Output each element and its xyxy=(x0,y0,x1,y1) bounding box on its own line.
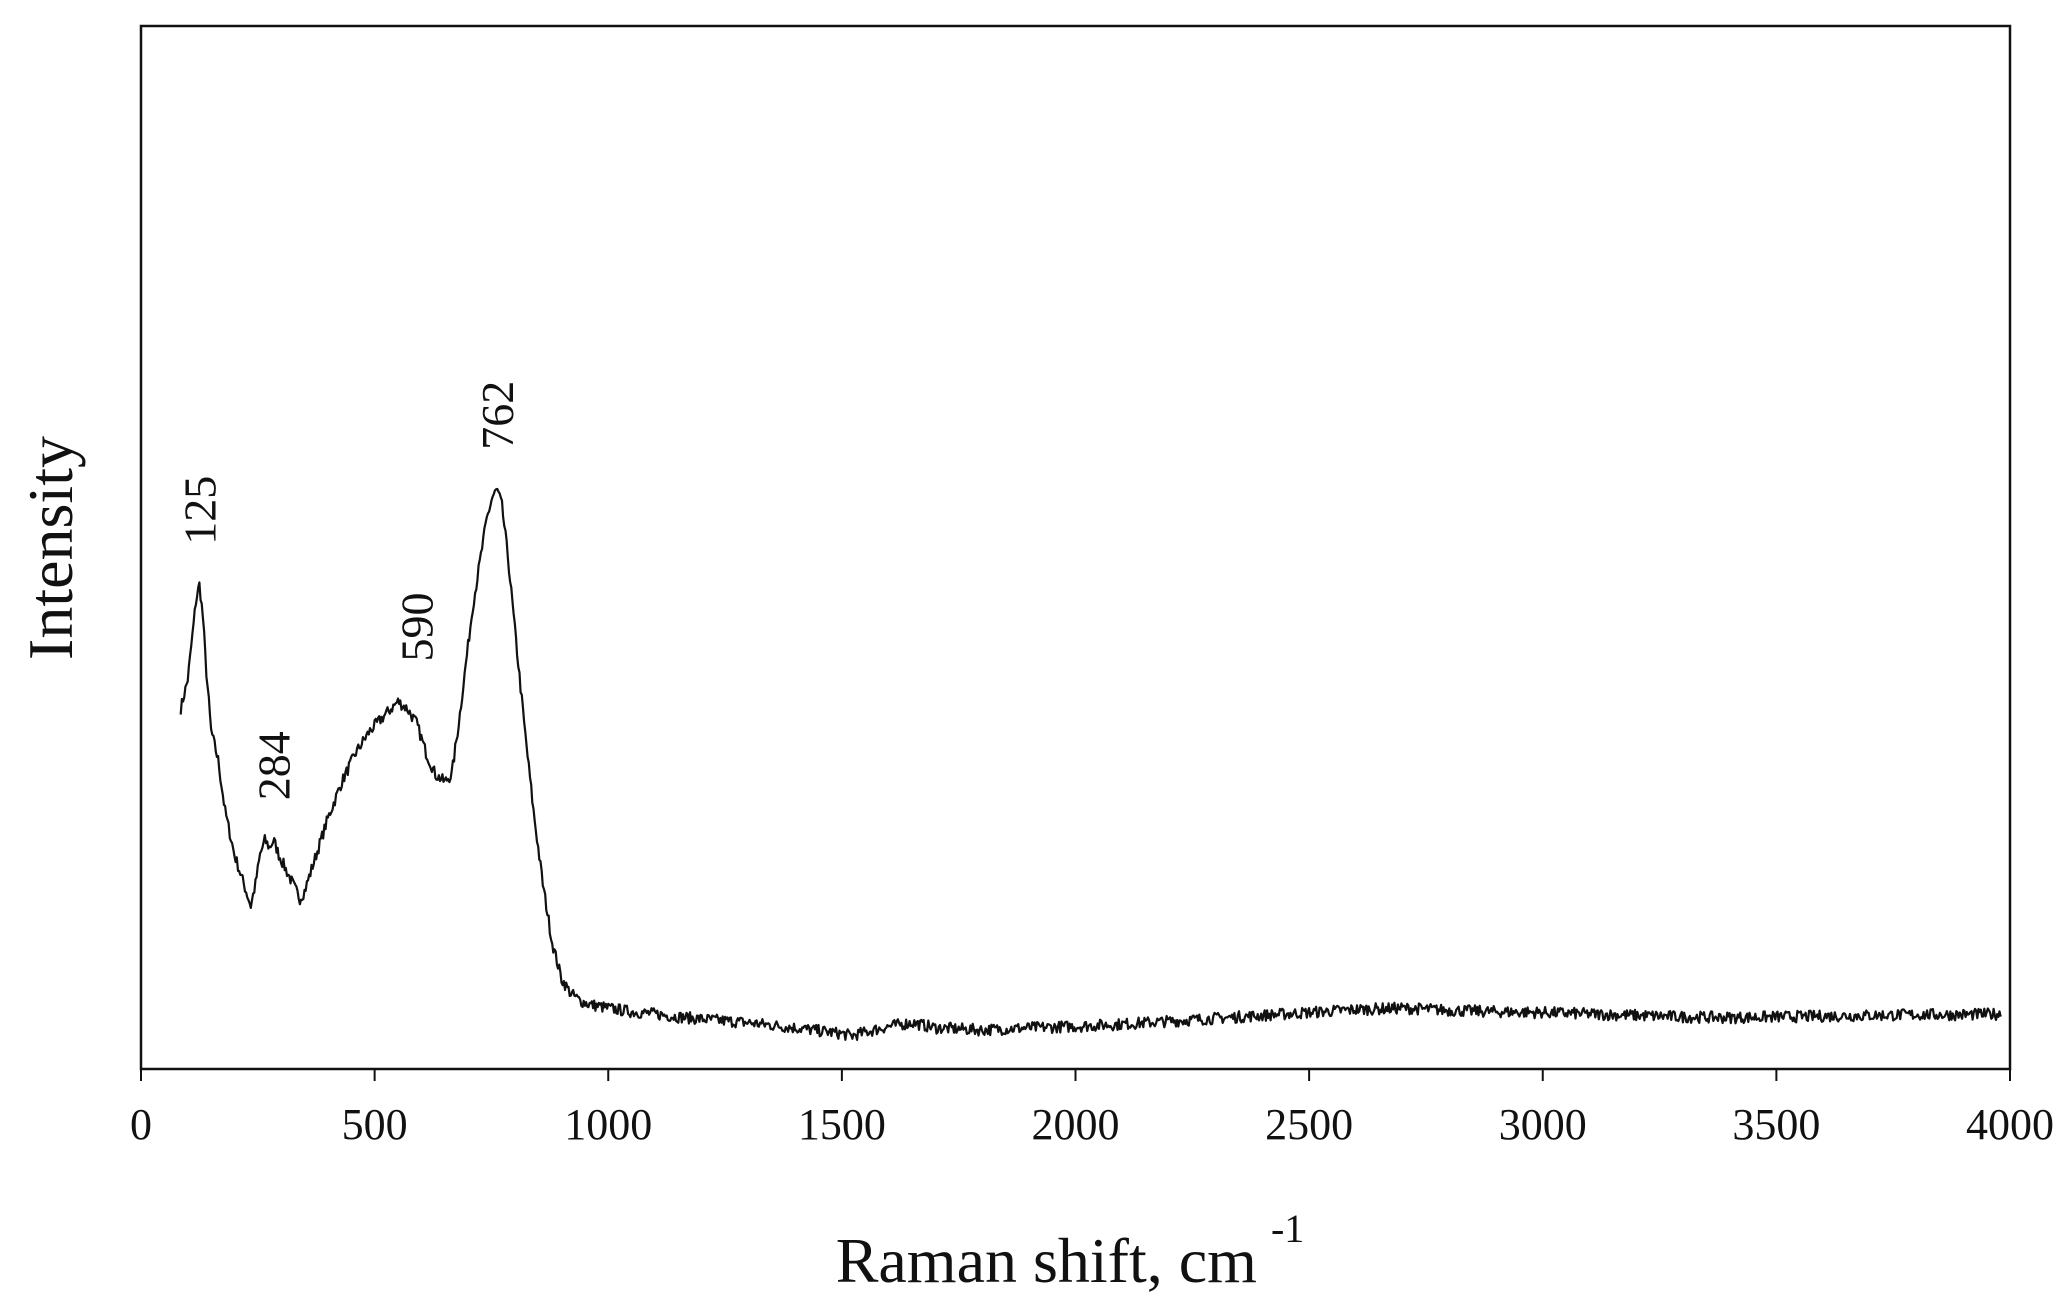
x-tick-label: 4000 xyxy=(1966,1100,2054,1149)
x-tick-label: 1500 xyxy=(798,1100,886,1149)
y-axis-title: Intensity xyxy=(15,436,86,660)
peak-label: 590 xyxy=(392,593,443,662)
x-tick-label: 3500 xyxy=(1732,1100,1820,1149)
peak-label: 284 xyxy=(249,731,300,800)
peak-label: 125 xyxy=(174,476,225,545)
x-tick-label: 1000 xyxy=(564,1100,652,1149)
peak-label: 762 xyxy=(472,381,523,450)
x-tick-label: 500 xyxy=(342,1100,408,1149)
x-tick-label: 2500 xyxy=(1265,1100,1353,1149)
x-tick-label: 2000 xyxy=(1032,1100,1120,1149)
spectrum-line xyxy=(179,487,2002,1041)
x-axis-ticks xyxy=(140,1069,2011,1081)
x-axis-title: Raman shift, cm -1 xyxy=(836,1206,1305,1296)
x-axis-title-text: Raman shift, cm xyxy=(836,1225,1257,1296)
x-axis-tick-labels: 0 500 1000 1500 2000 2500 3000 3500 4000 xyxy=(130,1100,2054,1149)
x-axis-title-superscript: -1 xyxy=(1271,1206,1304,1251)
plot-frame xyxy=(139,24,2012,1071)
peak-labels: 125 284 590 762 xyxy=(174,381,523,800)
x-tick-label: 0 xyxy=(130,1100,152,1149)
x-tick-label: 3000 xyxy=(1499,1100,1587,1149)
